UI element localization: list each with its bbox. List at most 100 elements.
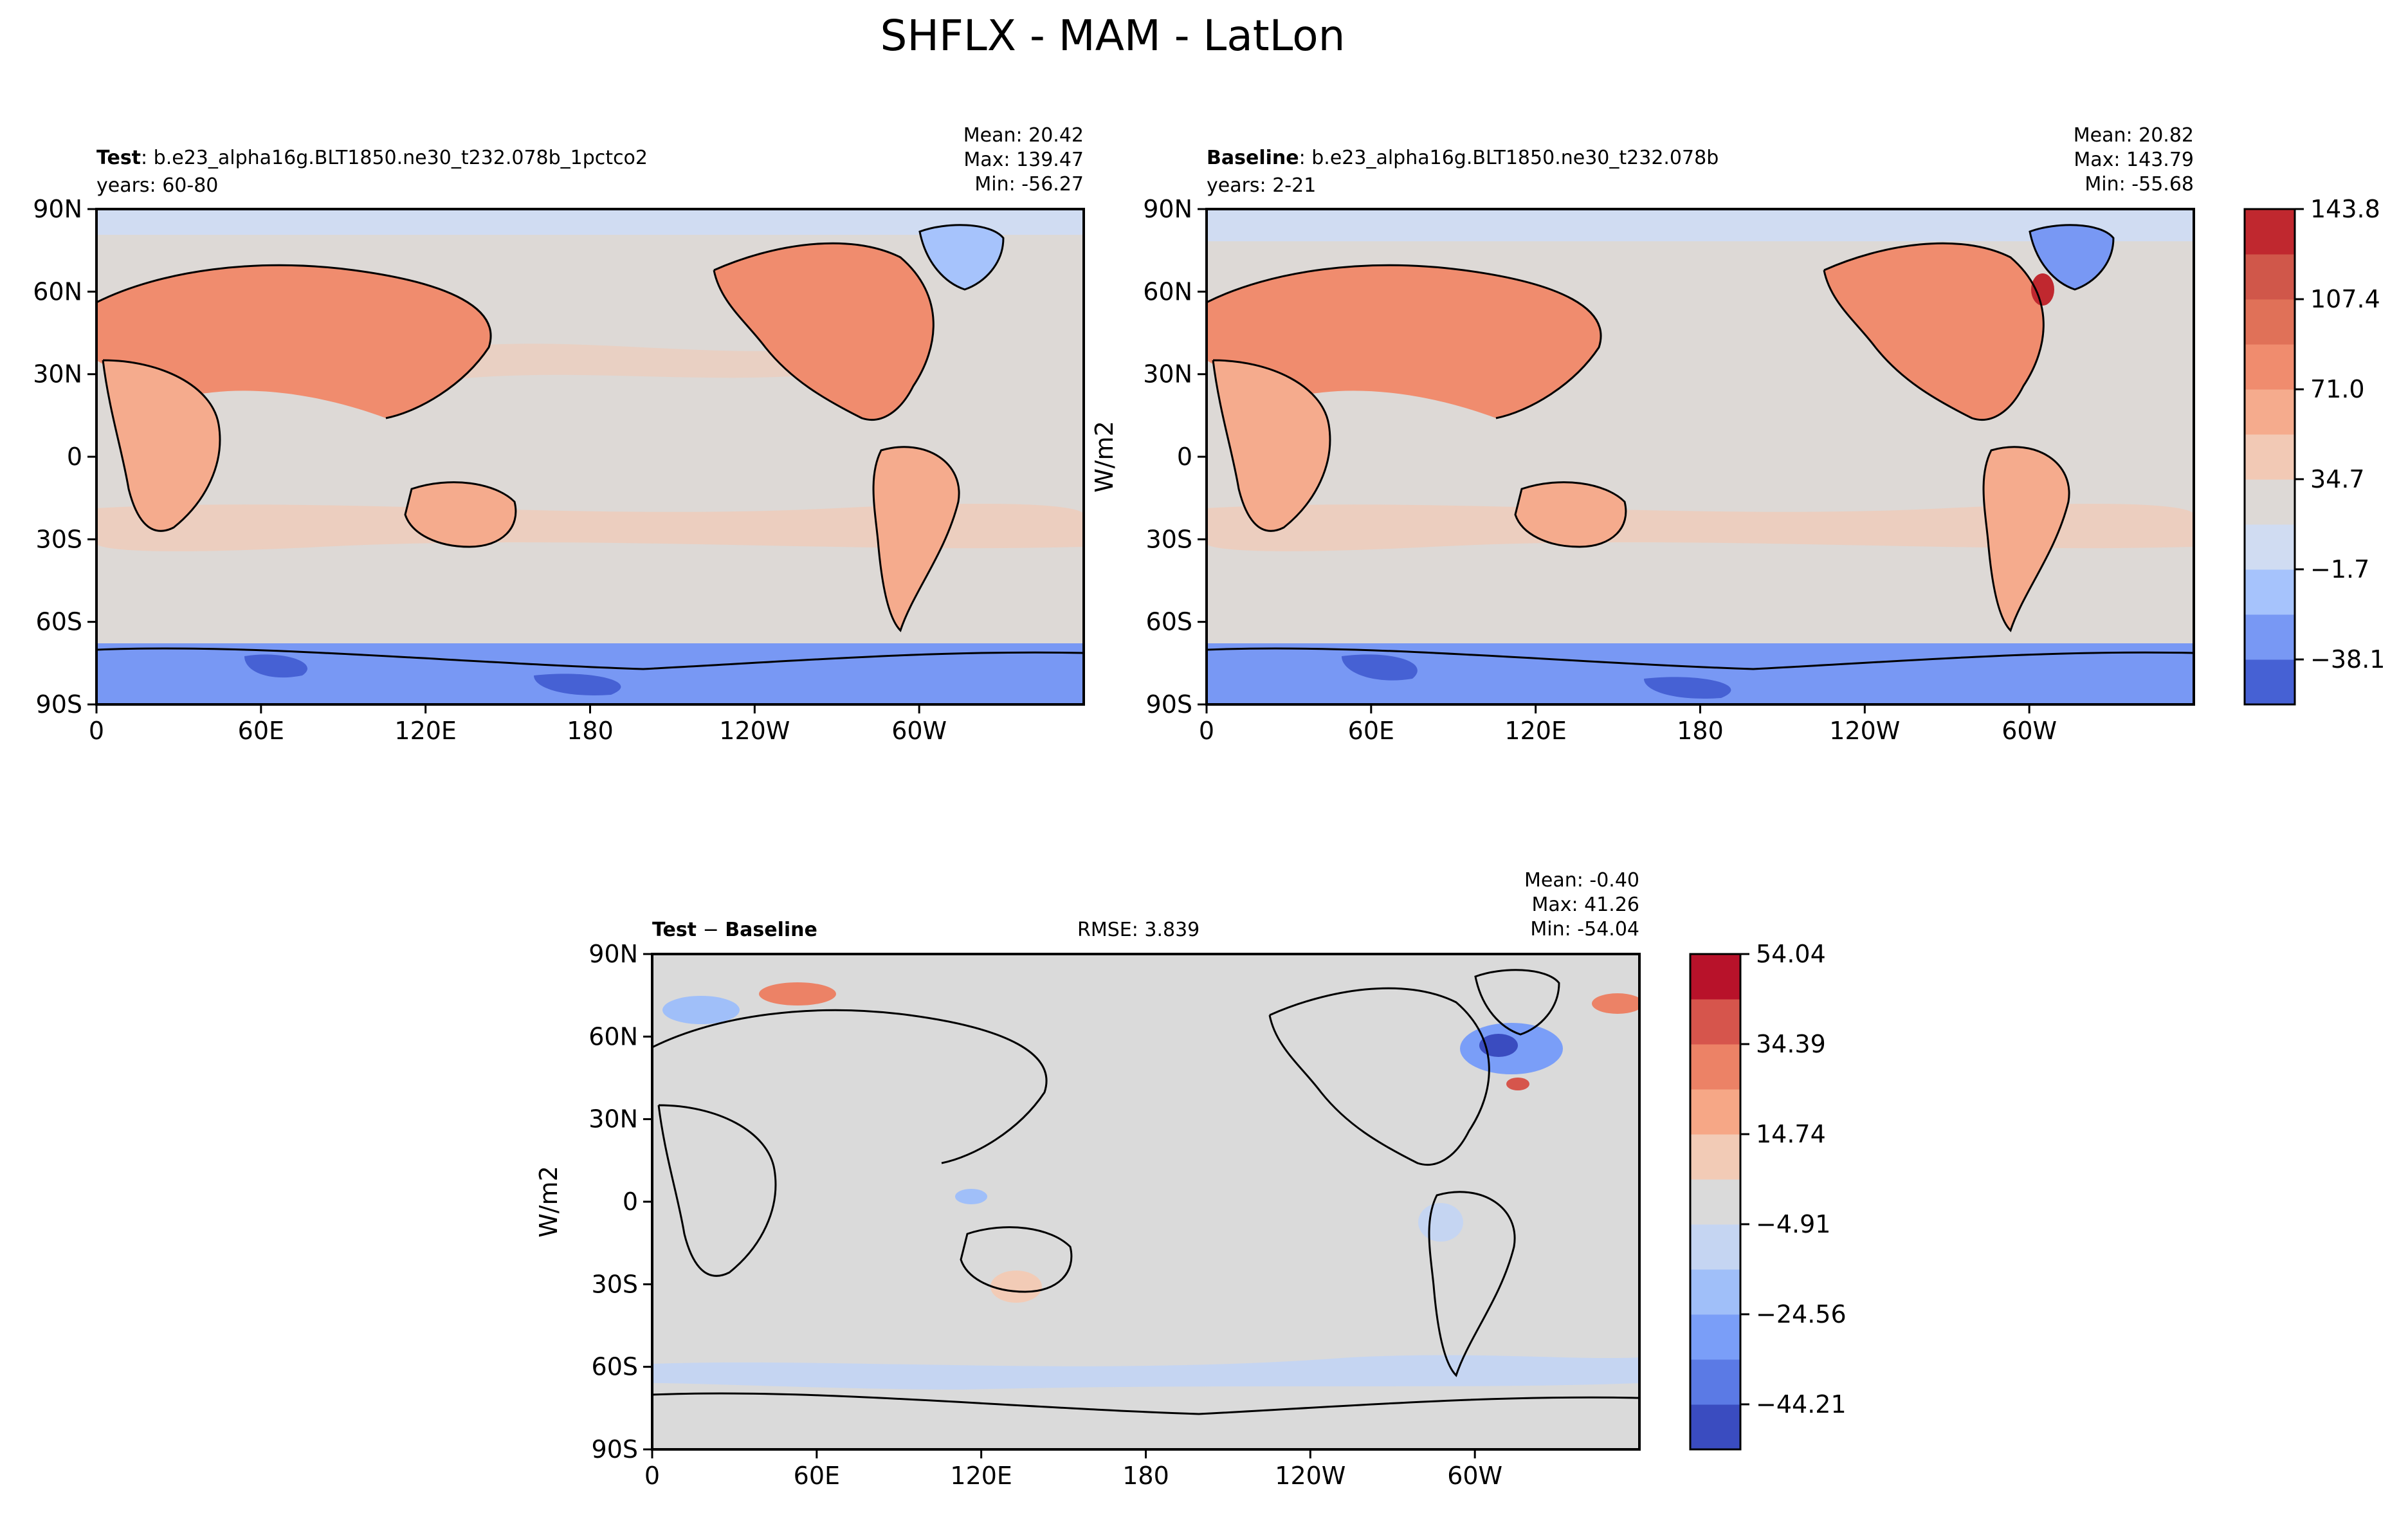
top-colorbar-segment [2245,524,2295,570]
baseline-stat-max: Max: 143.79 [2074,149,2194,171]
top-colorbar-segments [2245,209,2295,705]
baseline-title-rest: : b.e23_alpha16g.BLT1850.ne30_t232.078b [1299,147,1719,169]
baseline-map-field [1207,209,2194,704]
diff-xticks: 0 60E 120E 180 120W 60W [644,1449,1502,1490]
diff-southam-cool [1418,1203,1463,1242]
diff-coastlines [652,969,1639,1415]
diff-colorbar-frame [1689,953,1742,1451]
test-map-field [96,209,1084,704]
baseline-ytick-label: 90S [1146,690,1192,719]
diff-colorbar-tick-label: 54.04 [1756,940,1826,968]
test-title-rest: : b.e23_alpha16g.BLT1850.ne30_t232.078b_… [141,147,648,169]
test-xtick-label: 0 [89,717,104,745]
diff-maritime-cool [955,1189,987,1204]
baseline-northam-land [1824,243,2044,420]
diff-antarctic-cool-band [652,1355,1639,1390]
diff-xtick-label: 60W [1447,1462,1502,1490]
test-northam-land [714,243,934,420]
diff-colorbar-segment [1690,999,1740,1045]
diff-xtick-label: 120W [1275,1462,1345,1490]
diff-colorbar-segment [1690,1044,1740,1090]
test-yticks: 90N 60N 30N 0 30S 60S 90S [33,195,96,719]
test-stat-max: Max: 139.47 [963,149,1084,171]
diff-colorbar-segment [1690,1404,1740,1450]
top-colorbar-segment [2245,254,2295,300]
panel-baseline: Baseline: b.e23_alpha16g.BLT1850.ne30_t2… [1090,124,2195,745]
diff-colorbar-segment [1690,1359,1740,1405]
test-arctic-band [96,209,1084,235]
diff-colorbar-tick-label: 34.39 [1756,1030,1826,1058]
diff-title: Test − Baseline [652,919,817,941]
diff-arctic-warm-patch [759,982,836,1005]
baseline-xtick-label: 60E [1348,717,1394,745]
diff-colorbar-segment [1690,1179,1740,1225]
test-ocean-band-north [450,344,836,380]
baseline-ytick-label: 60N [1143,277,1192,306]
test-ytick-label: 30S [36,525,82,553]
top-colorbar-tick-label: 34.7 [2310,465,2365,493]
diff-ytick-label: 0 [623,1188,638,1216]
baseline-title: Baseline: b.e23_alpha16g.BLT1850.ne30_t2… [1207,147,1719,169]
top-colorbar-tick-label: −1.7 [2310,555,2369,583]
test-australia-land [405,482,516,547]
diff-colorbar-ticks: 54.04 34.39 14.74 −4.91 −24.56 −44.21 [1740,940,1847,1419]
panel-test: Test: b.e23_alpha16g.BLT1850.ne30_t232.0… [33,124,1085,745]
top-colorbar-tick-label: 143.8 [2310,195,2380,223]
diff-colorbar-segment [1690,1314,1740,1360]
baseline-ytick-label: 0 [1177,443,1192,471]
diff-xtick-label: 180 [1122,1462,1169,1490]
diff-map-field [652,954,1639,1449]
baseline-xticks: 0 60E 120E 180 120W 60W [1199,704,2057,745]
diff-labrador-core [1479,1034,1518,1057]
top-colorbar-ticks: 143.8 107.4 71.0 34.7 −1.7 −38.1 [2295,195,2385,674]
baseline-eurasia-land [1207,265,1601,418]
diff-colorbar: 54.04 34.39 14.74 −4.91 −24.56 −44.21 [1689,940,1847,1451]
baseline-ylabel: W/m2 [1090,421,1118,493]
diff-colorbar-tick-label: 14.74 [1756,1120,1826,1148]
top-colorbar-segment [2245,569,2295,615]
diff-colorbar-segment [1690,1089,1740,1135]
test-africa-land [103,360,220,531]
diff-colorbar-segments [1690,954,1740,1450]
baseline-africa-land [1213,360,1330,531]
test-antarctica-deep [244,654,621,695]
top-colorbar-segment [2245,614,2295,660]
test-xtick-label: 120W [719,717,790,745]
top-colorbar-segment [2245,209,2295,255]
top-colorbar-segment [2245,434,2295,480]
test-ytick-label: 0 [67,443,82,471]
diff-ytick-label: 60S [592,1353,638,1381]
diff-ytick-label: 30S [592,1270,638,1298]
baseline-ytick-label: 30S [1146,525,1192,553]
diff-rmse: RMSE: 3.839 [1077,919,1199,941]
baseline-title-bold: Baseline [1207,147,1299,169]
test-ytick-label: 90N [33,195,82,223]
diff-australia-warm [990,1271,1042,1303]
diff-title-minus: − [697,919,725,941]
top-colorbar-tick-label: 71.0 [2310,375,2365,403]
diff-colorbar-segment [1690,1224,1740,1270]
baseline-xtick-label: 120W [1829,717,1900,745]
top-colorbar-segment [2245,389,2295,435]
diff-ytick-label: 90S [592,1435,638,1464]
top-colorbar: 143.8 107.4 71.0 34.7 −1.7 −38.1 [2243,195,2385,706]
top-colorbar-segment [2245,479,2295,525]
test-stat-min: Min: -56.27 [974,173,1084,196]
baseline-labrador-hotspot [2031,273,2054,306]
top-colorbar-tick-label: 107.4 [2310,285,2380,313]
diff-title-bold2: Baseline [725,919,817,941]
diff-colorbar-segment [1690,1134,1740,1180]
diff-stat-min: Min: -54.04 [1530,918,1639,941]
test-ytick-label: 60N [33,277,82,306]
baseline-yticks: 90N 60N 30N 0 30S 60S 90S [1143,195,1207,719]
test-xtick-label: 60E [238,717,284,745]
diff-xtick-label: 60E [794,1462,840,1490]
baseline-ocean-band-south [1207,504,2194,551]
figure-suptitle: SHFLX - MAM - LatLon [880,11,1345,60]
diff-ytick-label: 90N [588,940,638,968]
diff-colorbar-segment [1690,954,1740,1000]
test-xticks: 0 60E 120E 180 120W 60W [89,704,947,745]
baseline-xtick-label: 120E [1504,717,1567,745]
baseline-stat-min: Min: -55.68 [2084,173,2194,196]
